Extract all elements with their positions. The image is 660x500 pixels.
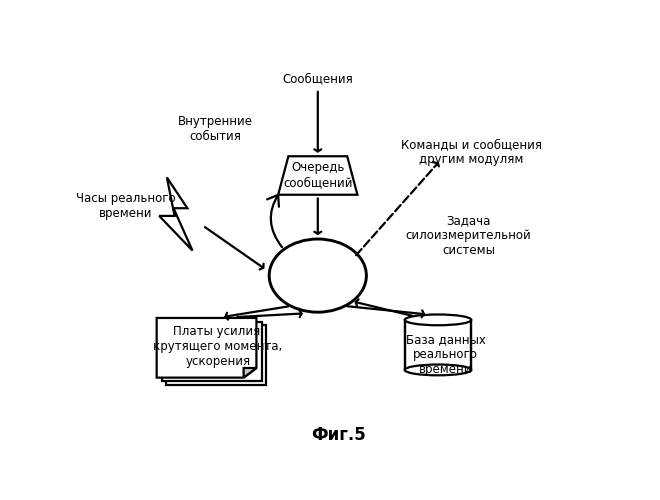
Polygon shape: [244, 368, 256, 378]
Ellipse shape: [405, 364, 471, 376]
Ellipse shape: [405, 314, 471, 326]
FancyArrowPatch shape: [267, 195, 282, 247]
Text: База данных
реального
времени: База данных реального времени: [406, 333, 486, 376]
Polygon shape: [162, 322, 261, 382]
Polygon shape: [166, 325, 265, 384]
Text: Фиг.5: Фиг.5: [311, 426, 366, 444]
Text: Команды и сообщения
другим модулям: Команды и сообщения другим модулям: [401, 138, 542, 166]
Polygon shape: [278, 156, 358, 195]
Text: Очередь
сообщений: Очередь сообщений: [283, 162, 352, 190]
Circle shape: [269, 239, 366, 312]
Text: Внутренние
события: Внутренние события: [178, 116, 253, 143]
Polygon shape: [405, 320, 471, 370]
Text: Задача
силоизмерительной
системы: Задача силоизмерительной системы: [406, 214, 531, 256]
Text: Часы реального
времени: Часы реального времени: [76, 192, 176, 220]
Polygon shape: [156, 318, 256, 378]
Text: Сообщения: Сообщения: [282, 72, 353, 86]
Text: Платы усилия,
крутящего момента,
ускорения: Платы усилия, крутящего момента, ускорен…: [153, 326, 282, 368]
